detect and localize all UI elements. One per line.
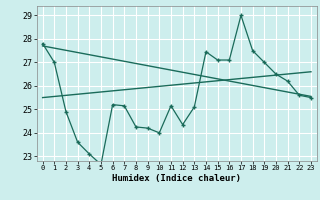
X-axis label: Humidex (Indice chaleur): Humidex (Indice chaleur) <box>112 174 241 183</box>
